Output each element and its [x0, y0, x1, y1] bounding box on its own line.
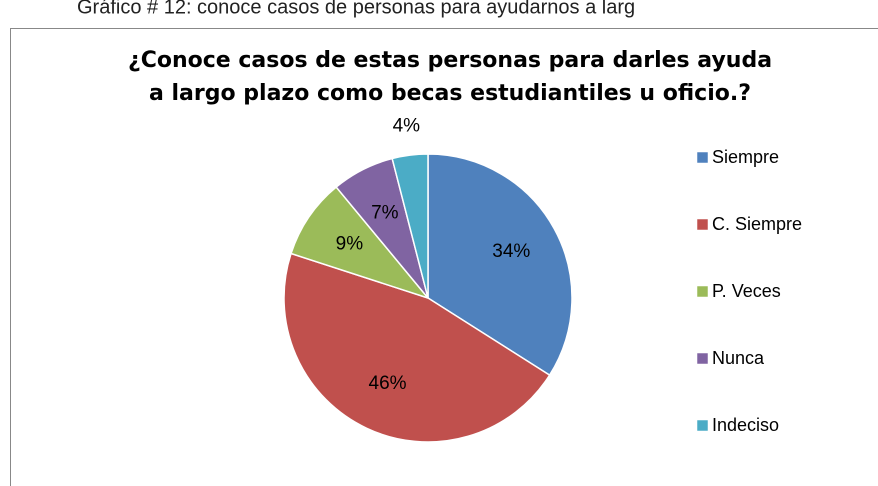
legend-label: P. Veces: [712, 281, 781, 301]
chart-frame: [10, 28, 878, 486]
pie-slice: [290, 185, 431, 300]
legend-swatch: [696, 419, 709, 432]
pie-slice: [391, 153, 429, 299]
legend-swatch: [696, 285, 709, 298]
data-label: 9%: [336, 234, 364, 255]
data-label: 4%: [393, 116, 421, 137]
chart-title: a largo plazo como becas estudiantiles u…: [149, 81, 751, 106]
pie-slice: [283, 252, 551, 443]
legend-label: C. Siempre: [712, 214, 802, 234]
caption: Gráfico # 12: conoce casos de personas p…: [77, 0, 635, 18]
legend-swatch: [696, 352, 709, 365]
data-label: 34%: [492, 241, 530, 262]
chart-title: ¿Conoce casos de estas personas para dar…: [128, 48, 772, 73]
data-label: 46%: [369, 373, 407, 394]
data-label: 7%: [371, 202, 399, 223]
pie-slice: [427, 153, 573, 377]
legend-swatch: [696, 151, 709, 164]
legend-label: Siempre: [712, 147, 779, 167]
legend-label: Indeciso: [712, 415, 779, 435]
legend-label: Nunca: [712, 348, 765, 368]
legend-swatch: [696, 218, 709, 231]
